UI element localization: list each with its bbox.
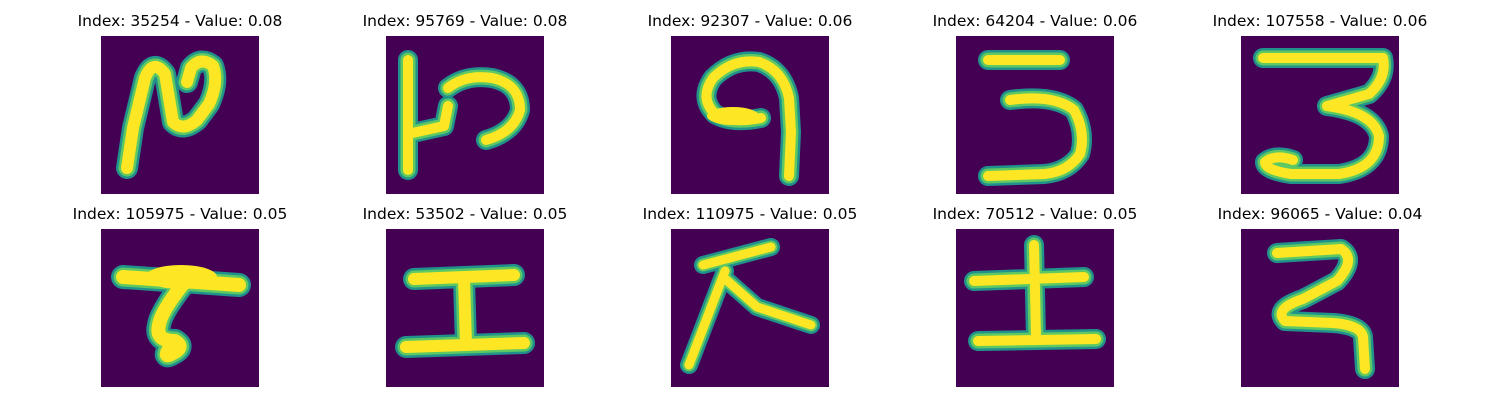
- panel-title: Index: 35254 - Value: 0.08: [77, 12, 283, 30]
- panel-title: Index: 53502 - Value: 0.05: [362, 205, 568, 223]
- digit-image: [386, 229, 544, 387]
- panel-1: Index: 35254 - Value: 0.08: [50, 10, 310, 195]
- digit-image: [956, 229, 1114, 387]
- digit-image: [386, 36, 544, 194]
- digit-image: [1241, 229, 1399, 387]
- digit-image: [101, 229, 259, 387]
- panel-6: Index: 105975 - Value: 0.05: [50, 203, 310, 388]
- panel-5: Index: 107558 - Value: 0.06: [1190, 10, 1450, 195]
- panel-title: Index: 95769 - Value: 0.08: [362, 12, 568, 30]
- panel-3: Index: 92307 - Value: 0.06: [620, 10, 880, 195]
- digit-blob: [145, 265, 217, 289]
- panel-title: Index: 64204 - Value: 0.06: [932, 12, 1138, 30]
- panel-title: Index: 110975 - Value: 0.05: [642, 205, 858, 223]
- digit-image: [671, 36, 829, 194]
- panel-10: Index: 96065 - Value: 0.04: [1190, 203, 1450, 388]
- panel-4: Index: 64204 - Value: 0.06: [905, 10, 1165, 195]
- panel-title: Index: 105975 - Value: 0.05: [72, 205, 288, 223]
- panel-9: Index: 70512 - Value: 0.05: [905, 203, 1165, 388]
- panel-8: Index: 110975 - Value: 0.05: [620, 203, 880, 388]
- digit-stroke-core: [969, 240, 1101, 346]
- digit-image: [1241, 36, 1399, 194]
- panel-title: Index: 107558 - Value: 0.06: [1212, 12, 1428, 30]
- panel-7: Index: 53502 - Value: 0.05: [335, 203, 595, 388]
- panel-title: Index: 96065 - Value: 0.04: [1217, 205, 1423, 223]
- digit-image: [101, 36, 259, 194]
- digit-stroke-core: [400, 269, 530, 353]
- panel-2: Index: 95769 - Value: 0.08: [335, 10, 595, 195]
- digit-stroke-core: [1258, 53, 1389, 179]
- panel-title: Index: 92307 - Value: 0.06: [647, 12, 853, 30]
- digit-stroke-core: [121, 55, 222, 174]
- digit-image: [956, 36, 1114, 194]
- digit-stroke-core: [1272, 244, 1370, 374]
- panel-title: Index: 70512 - Value: 0.05: [932, 205, 1138, 223]
- digit-stroke-core: [983, 55, 1087, 181]
- digit-image: [671, 229, 829, 387]
- digit-stroke-core: [684, 242, 816, 370]
- digit-stroke-core: [403, 55, 525, 175]
- digit-blob: [707, 107, 759, 125]
